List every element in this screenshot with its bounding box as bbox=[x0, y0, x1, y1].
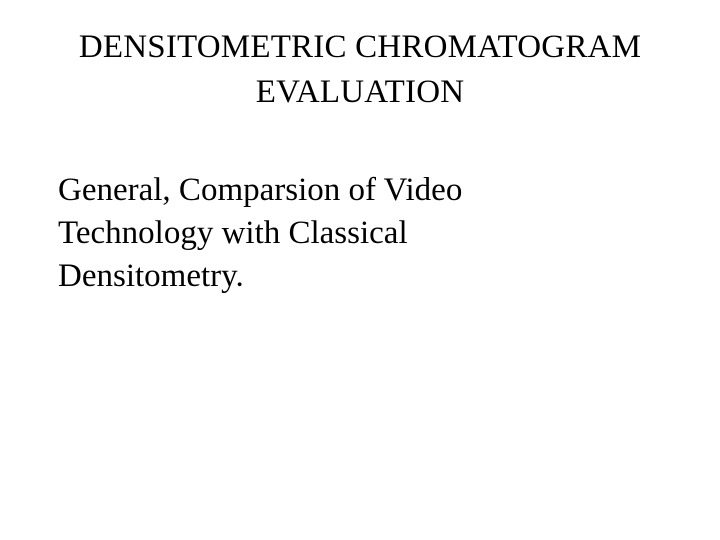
body-line-1: General, Comparsion of Video bbox=[58, 169, 670, 212]
body-line-3: Densitometry. bbox=[58, 255, 670, 298]
title-line-1: DENSITOMETRIC CHROMATOGRAM bbox=[50, 25, 670, 70]
title-block: DENSITOMETRIC CHROMATOGRAM EVALUATION bbox=[50, 25, 670, 114]
body-line-2: Technology with Classical bbox=[58, 212, 670, 255]
body-block: General, Comparsion of Video Technology … bbox=[50, 169, 670, 298]
title-line-2: EVALUATION bbox=[50, 70, 670, 115]
